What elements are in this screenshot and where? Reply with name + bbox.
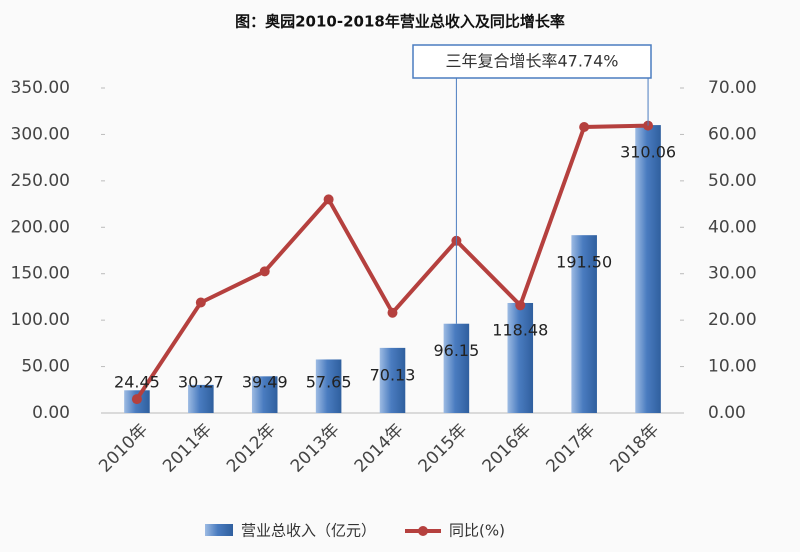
line-marker	[195, 297, 206, 308]
y2-tick-label: 10.00	[708, 357, 757, 377]
value-label: 24.45	[114, 373, 160, 392]
value-label: 96.15	[433, 341, 479, 360]
bar	[379, 347, 406, 413]
y-tick-label: 50.00	[21, 357, 70, 377]
y-tick-label: 350.00	[11, 78, 70, 98]
line-marker	[579, 122, 590, 132]
value-label: 310.06	[620, 143, 676, 162]
value-label: 191.50	[556, 253, 612, 272]
line-marker	[259, 266, 270, 277]
legend-swatch	[205, 524, 233, 536]
bar	[635, 125, 661, 413]
y2-tick-label: 40.00	[708, 217, 757, 237]
y-tick-label: 300.00	[11, 124, 70, 144]
line-marker	[643, 120, 654, 131]
legend-marker	[418, 526, 428, 536]
y-tick-label: 250.00	[11, 171, 70, 191]
value-label: 30.27	[178, 373, 224, 392]
value-label: 70.13	[370, 365, 416, 384]
legend-label: 营业总收入（亿元）	[241, 522, 376, 540]
y2-tick-label: 30.00	[708, 264, 757, 284]
value-label: 57.65	[306, 373, 352, 392]
bar	[571, 235, 597, 413]
y-tick-label: 150.00	[11, 264, 70, 284]
value-label: 118.48	[492, 320, 548, 339]
line-marker	[387, 307, 398, 318]
bar	[251, 376, 278, 413]
value-label: 39.49	[242, 373, 288, 392]
y-tick-label: 200.00	[11, 217, 70, 237]
line-marker	[131, 394, 142, 405]
annotation: 三年复合增长率47.74%	[445, 52, 618, 71]
bar	[443, 323, 470, 413]
y-tick-label: 100.00	[11, 310, 70, 330]
line-marker	[323, 194, 334, 205]
y2-tick-label: 50.00	[708, 171, 757, 191]
bar	[188, 384, 214, 413]
y2-tick-label: 20.00	[708, 310, 757, 330]
y2-tick-label: 0.00	[708, 403, 746, 423]
y2-tick-label: 60.00	[708, 124, 757, 144]
y2-tick-label: 70.00	[708, 78, 757, 98]
bar	[507, 302, 534, 413]
annotation-box	[412, 44, 652, 79]
y-tick-label: 0.00	[32, 403, 70, 423]
line-marker	[515, 300, 526, 311]
chart-title: 图：奥园2010-2018年营业总收入及同比增长率	[235, 13, 565, 31]
bar	[315, 359, 342, 413]
legend-label: 同比(%)	[449, 522, 505, 540]
